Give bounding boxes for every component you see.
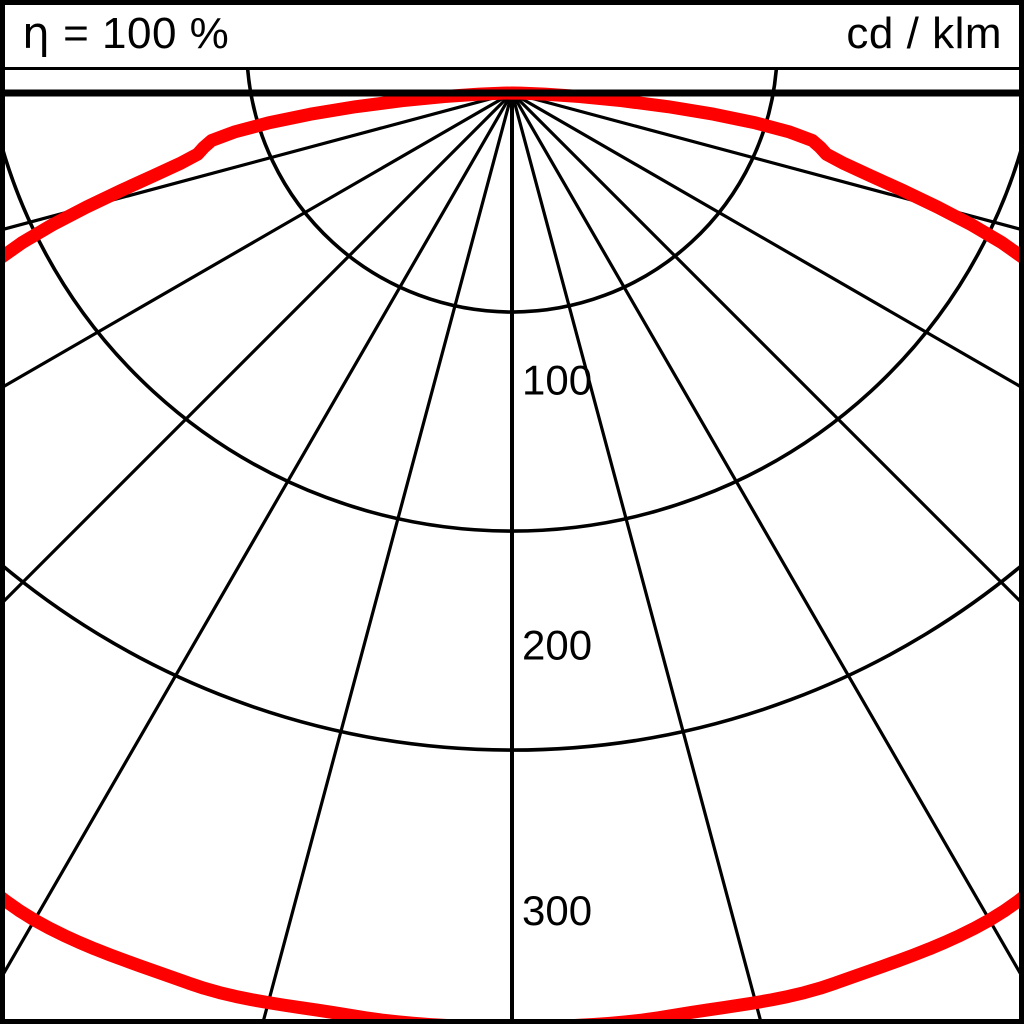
efficiency-value-text: = 100 % <box>63 8 230 58</box>
radial-ring-group <box>0 70 1024 752</box>
angular-spoke-15deg <box>510 92 764 1024</box>
efficiency-label: η = 100 % <box>22 8 230 58</box>
angular-spoke--45deg <box>0 91 514 608</box>
angular-spoke--15deg <box>260 92 514 1024</box>
angular-spoke-60deg <box>511 91 1024 391</box>
ring-label-group: 100 200 300 <box>522 356 592 934</box>
ring-label-300: 300 <box>522 887 592 934</box>
angular-spoke-30deg <box>510 92 1024 984</box>
angular-spoke--30deg <box>0 92 514 984</box>
intensity-unit-label: cd / klm <box>846 8 1002 58</box>
polar-plot-area: 100 200 300 <box>0 70 1024 1024</box>
ring-label-100: 100 <box>522 356 592 403</box>
polar-grid-svg: 100 200 300 <box>0 70 1024 1024</box>
eta-symbol: η <box>22 7 51 59</box>
angular-spoke-75deg <box>511 91 1024 232</box>
angular-spoke-group <box>0 91 1024 1024</box>
angular-spoke-45deg <box>510 91 1024 608</box>
angular-spoke--60deg <box>0 91 513 391</box>
ring-label-200: 200 <box>522 622 592 669</box>
diagram-header: η = 100 % cd / klm <box>0 0 1024 70</box>
radial-ring-200 <box>0 132 1024 533</box>
angular-spoke--75deg <box>0 91 513 232</box>
radial-ring-100 <box>245 70 779 314</box>
radial-ring-300 <box>0 561 1024 752</box>
